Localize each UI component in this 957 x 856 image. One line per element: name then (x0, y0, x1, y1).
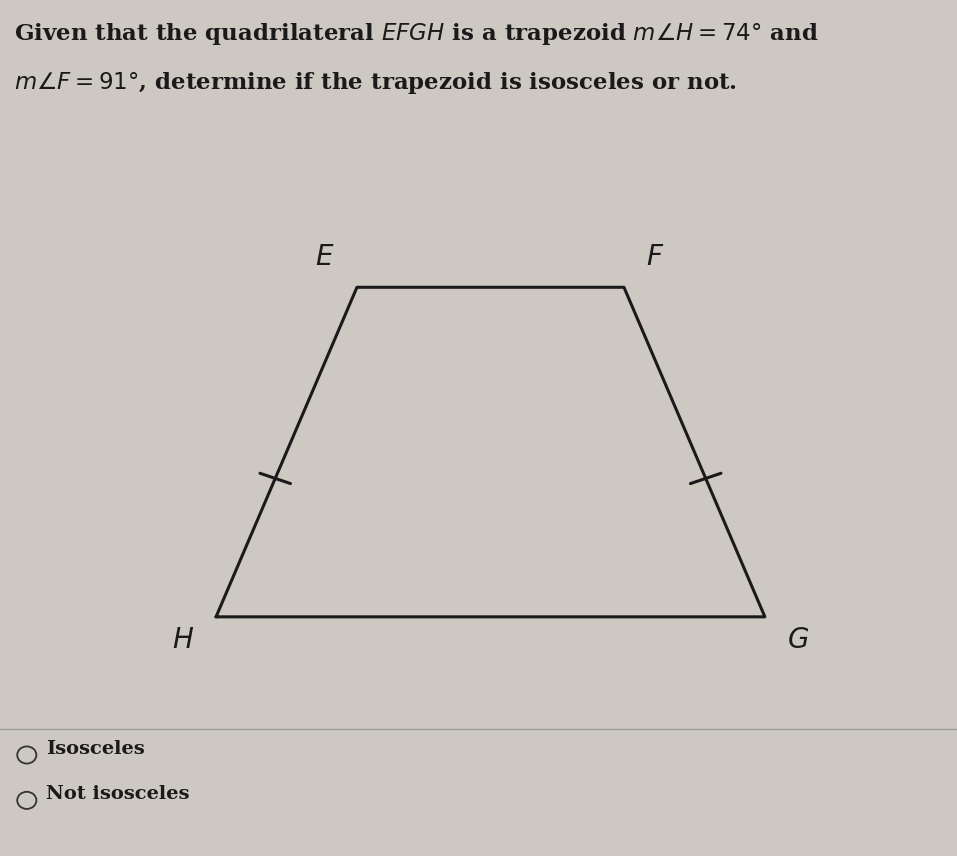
Text: Isosceles: Isosceles (46, 740, 145, 758)
Text: $H$: $H$ (171, 627, 194, 654)
Text: $F$: $F$ (646, 244, 664, 270)
Text: Not isosceles: Not isosceles (46, 785, 189, 803)
Text: $G$: $G$ (788, 627, 810, 654)
Text: $m\angle F=91°$, determine if the trapezoid is isosceles or not.: $m\angle F=91°$, determine if the trapez… (14, 70, 737, 96)
Text: $E$: $E$ (315, 244, 335, 270)
Text: Given that the quadrilateral $\mathit{EFGH}$ is a trapezoid $m\angle H=74°$ and: Given that the quadrilateral $\mathit{EF… (14, 21, 819, 47)
